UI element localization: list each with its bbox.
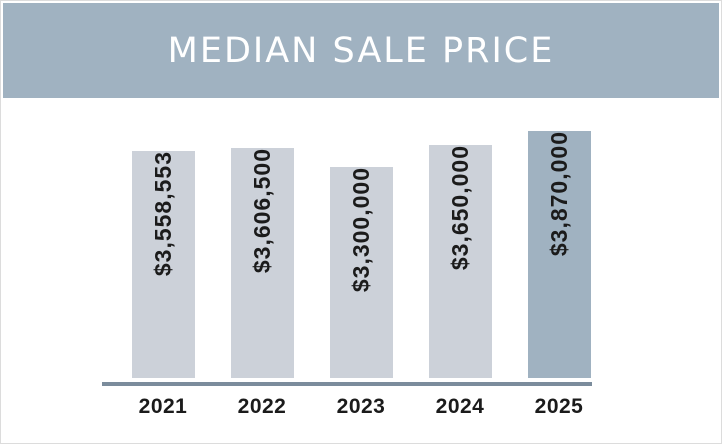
bar-value-label-2024: $3,650,000 — [446, 145, 473, 271]
x-axis-label-2024: 2024 — [435, 395, 485, 418]
x-axis-line — [102, 382, 592, 386]
page-title: MEDIAN SALE PRICE — [167, 30, 555, 71]
x-axis-labels: 2021 2022 2023 2024 2025 — [3, 395, 719, 419]
bar-value-label-2022: $3,606,500 — [248, 148, 275, 274]
median-sale-price-bar-chart: $3,558,553 $3,606,500 $3,300,000 $3,650,000… — [3, 131, 719, 419]
bar-value-label-2025: $3,870,000 — [545, 131, 572, 257]
bar-2024: $3,650,000 — [428, 145, 492, 378]
bar-value-label-2021: $3,558,553 — [149, 151, 176, 277]
bar-2025: $3,870,000 — [527, 131, 591, 378]
x-axis-label-2021: 2021 — [138, 395, 188, 418]
bar-2022: $3,606,500 — [230, 148, 294, 378]
x-axis-label-2022: 2022 — [237, 395, 287, 418]
bar-2023: $3,300,000 — [329, 167, 393, 378]
x-axis-label-2023: 2023 — [336, 395, 386, 418]
bars-row: $3,558,553 $3,606,500 $3,300,000 $3,650,000… — [3, 131, 719, 378]
header-banner: MEDIAN SALE PRICE — [3, 3, 719, 98]
bar-2021: $3,558,553 — [131, 151, 195, 378]
x-axis-label-2025: 2025 — [534, 395, 584, 418]
bar-value-label-2023: $3,300,000 — [347, 167, 374, 293]
